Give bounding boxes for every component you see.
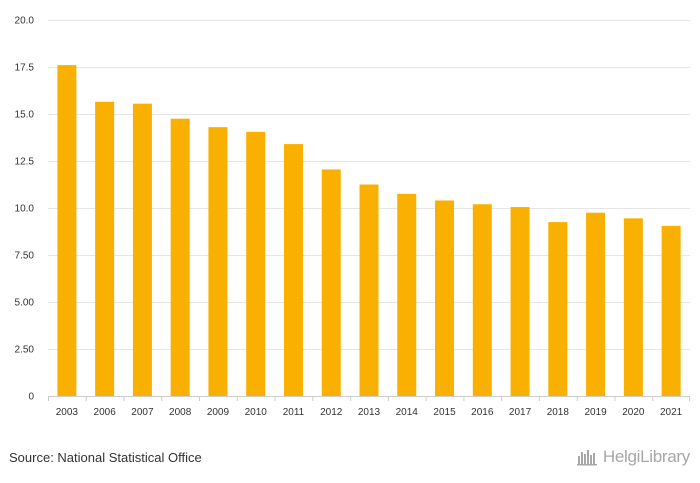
x-tick-label: 2019: [584, 407, 607, 418]
x-tick-label: 2015: [433, 407, 456, 418]
x-tick-label: 2010: [245, 407, 268, 418]
bar-2009: [208, 127, 228, 396]
x-tick-label: 2020: [622, 407, 645, 418]
y-axis-ticks: 0 2.50 5.00 7.50 10.0 12.5 15.0 17.5 20.0: [15, 16, 35, 403]
bar-2013: [359, 184, 379, 396]
bar-2015: [435, 200, 455, 396]
x-tick-label: 2011: [283, 407, 305, 418]
bars: [57, 65, 681, 397]
bar-2008: [170, 118, 190, 396]
skyline-icon: [576, 448, 599, 466]
bar-2019: [586, 212, 606, 396]
bar-2003: [57, 65, 77, 397]
x-tick-label: 2021: [660, 407, 683, 418]
bar-2021: [661, 225, 681, 396]
logo-text: HelgiLibrary: [602, 447, 690, 466]
bar-2018: [548, 222, 568, 396]
x-tick-label: 2006: [94, 407, 117, 418]
x-tick-label: 2012: [320, 407, 343, 418]
bar-2012: [321, 169, 341, 396]
bar-2017: [510, 207, 530, 396]
x-tick-label: 2003: [56, 407, 79, 418]
y-tick-label: 17.5: [15, 63, 35, 74]
bar-2014: [397, 193, 417, 396]
source-note: Source: National Statistical Office: [9, 450, 202, 465]
bar-2006: [95, 101, 115, 396]
y-tick-label: 0: [28, 392, 34, 403]
x-tick-label: 2009: [207, 407, 230, 418]
y-tick-label: 20.0: [15, 16, 35, 27]
y-tick-label: 10.0: [15, 204, 35, 215]
bar-2020: [623, 218, 643, 396]
x-tick-label: 2007: [131, 407, 154, 418]
y-tick-label: 15.0: [15, 110, 35, 121]
y-tick-label: 7.50: [15, 251, 35, 262]
bar-2016: [472, 204, 492, 396]
bar-2010: [246, 131, 266, 397]
x-tick-label: 2017: [509, 407, 532, 418]
bar-2007: [132, 103, 152, 396]
y-tick-label: 5.00: [15, 298, 35, 309]
x-tick-label: 2013: [358, 407, 381, 418]
x-tick-label: 2014: [396, 407, 419, 418]
y-tick-label: 2.50: [15, 345, 35, 356]
x-axis-ticks: 2003 2006 2007 2008 2009 2010 2011 2012 2013 2014…: [48, 396, 690, 418]
x-tick-label: 2016: [471, 407, 494, 418]
x-tick-label: 2018: [547, 407, 570, 418]
y-tick-label: 12.5: [15, 157, 35, 168]
x-tick-label: 2008: [169, 407, 192, 418]
helgilibrary-logo: HelgiLibrary: [576, 447, 690, 467]
bar-2011: [283, 144, 303, 396]
